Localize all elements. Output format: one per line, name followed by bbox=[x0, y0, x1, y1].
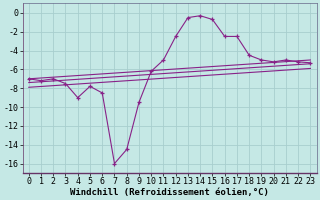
X-axis label: Windchill (Refroidissement éolien,°C): Windchill (Refroidissement éolien,°C) bbox=[70, 188, 269, 197]
